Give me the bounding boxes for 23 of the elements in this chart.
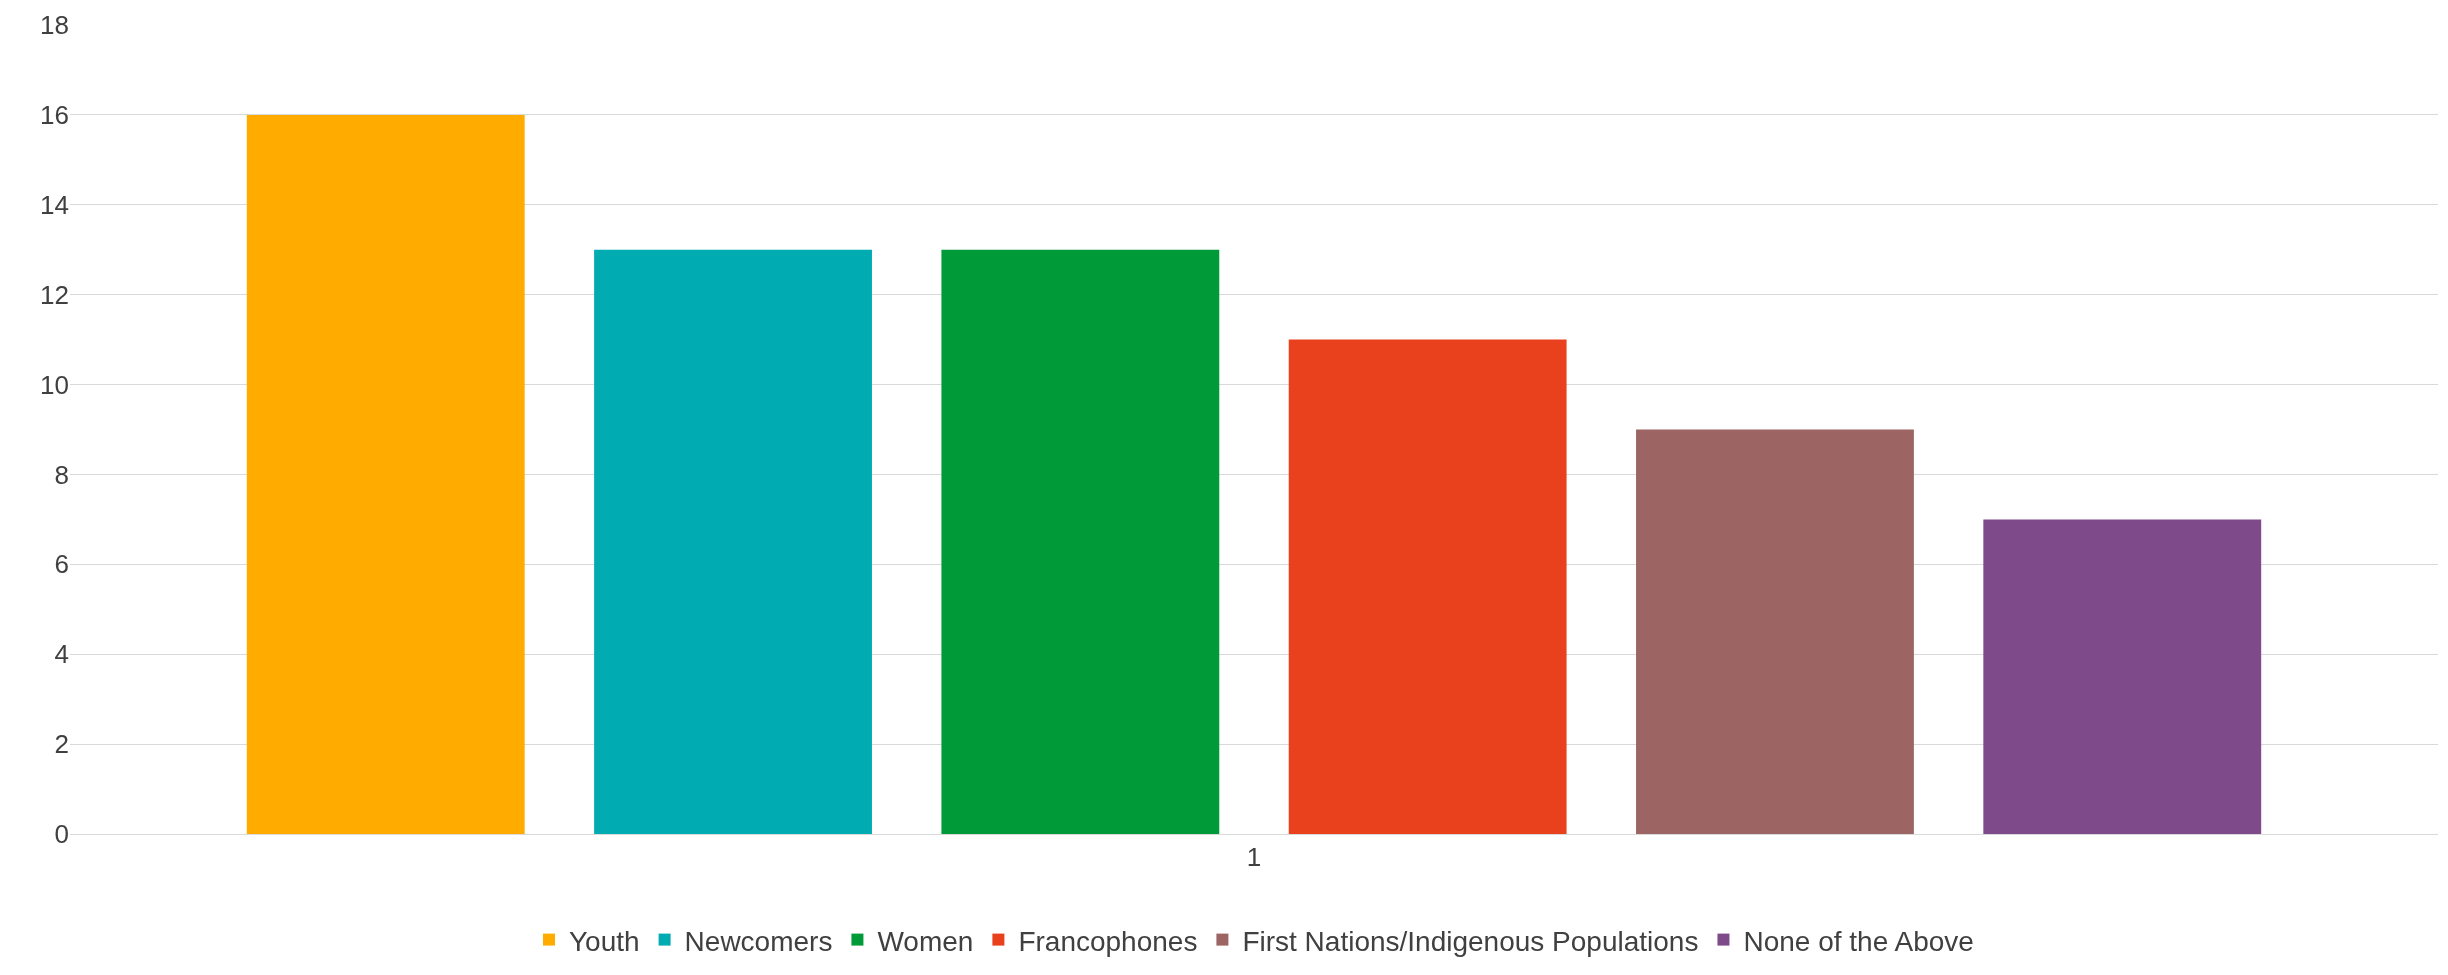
y-tick-label: 8 <box>54 459 69 490</box>
bar <box>246 114 525 834</box>
legend-label: First Nations/Indigenous Populations <box>1242 925 1699 957</box>
legend-label: Women <box>877 925 974 957</box>
bar <box>1288 339 1567 834</box>
y-tick-label: 12 <box>40 279 69 310</box>
y-tick-label: 14 <box>40 189 69 220</box>
y-tick-label: 6 <box>54 549 69 580</box>
x-tick-label: 1 <box>1246 842 1262 873</box>
y-tick-label: 4 <box>54 639 69 670</box>
legend-label: Newcomers <box>684 925 833 957</box>
y-tick-label: 18 <box>40 10 69 41</box>
y-tick-label: 0 <box>54 819 69 850</box>
bar <box>1636 429 1914 834</box>
legend-label: None of the Above <box>1743 925 1974 957</box>
bar <box>1983 519 2262 834</box>
bar <box>941 249 1220 834</box>
legend-label: Francophones <box>1018 925 1198 957</box>
bar <box>594 249 872 834</box>
legend-label: Youth <box>569 925 640 957</box>
y-tick-label: 16 <box>40 99 69 130</box>
y-tick-label: 2 <box>54 729 69 760</box>
y-tick-label: 10 <box>40 369 69 400</box>
